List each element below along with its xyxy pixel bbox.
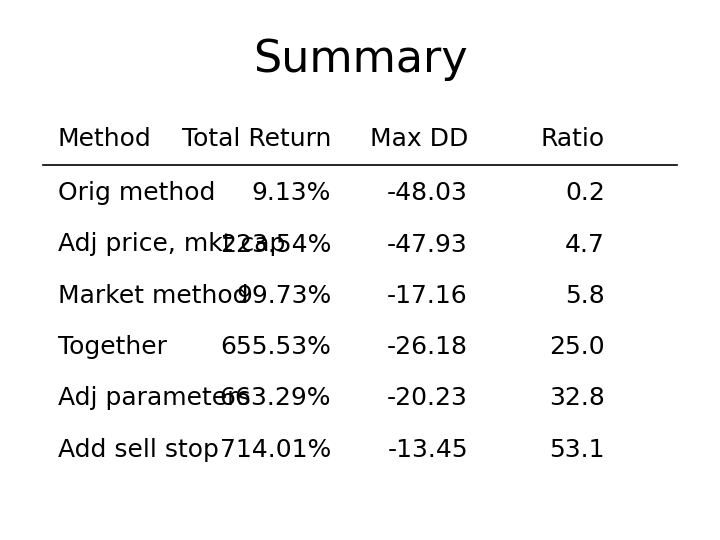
Text: -26.18: -26.18 bbox=[387, 335, 468, 359]
Text: -47.93: -47.93 bbox=[387, 233, 468, 256]
Text: 25.0: 25.0 bbox=[549, 335, 605, 359]
Text: -13.45: -13.45 bbox=[387, 438, 468, 462]
Text: 223.54%: 223.54% bbox=[220, 233, 331, 256]
Text: -20.23: -20.23 bbox=[387, 387, 468, 410]
Text: 655.53%: 655.53% bbox=[220, 335, 331, 359]
Text: 0.2: 0.2 bbox=[565, 181, 605, 205]
Text: Market method: Market method bbox=[58, 284, 248, 308]
Text: Adj parameters: Adj parameters bbox=[58, 387, 251, 410]
Text: Summary: Summary bbox=[253, 38, 467, 81]
Text: Max DD: Max DD bbox=[369, 127, 468, 151]
Text: Adj price, mkt cap: Adj price, mkt cap bbox=[58, 233, 285, 256]
Text: 4.7: 4.7 bbox=[565, 233, 605, 256]
Text: Together: Together bbox=[58, 335, 166, 359]
Text: Method: Method bbox=[58, 127, 151, 151]
Text: 5.8: 5.8 bbox=[565, 284, 605, 308]
Text: 99.73%: 99.73% bbox=[236, 284, 331, 308]
Text: 53.1: 53.1 bbox=[549, 438, 605, 462]
Text: 663.29%: 663.29% bbox=[220, 387, 331, 410]
Text: -48.03: -48.03 bbox=[387, 181, 468, 205]
Text: Ratio: Ratio bbox=[541, 127, 605, 151]
Text: Add sell stop: Add sell stop bbox=[58, 438, 218, 462]
Text: -17.16: -17.16 bbox=[387, 284, 468, 308]
Text: 32.8: 32.8 bbox=[549, 387, 605, 410]
Text: Orig method: Orig method bbox=[58, 181, 215, 205]
Text: Total Return: Total Return bbox=[182, 127, 331, 151]
Text: 9.13%: 9.13% bbox=[252, 181, 331, 205]
Text: 714.01%: 714.01% bbox=[220, 438, 331, 462]
